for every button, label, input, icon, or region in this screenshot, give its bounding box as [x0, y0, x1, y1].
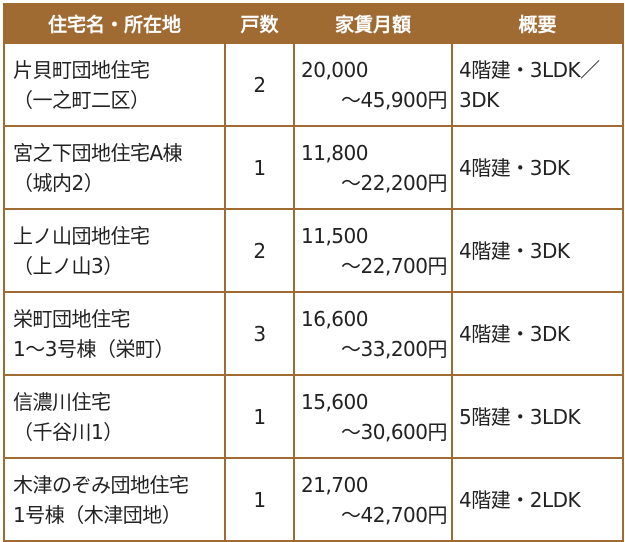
rent-from: 16,600 — [301, 306, 368, 331]
table-row: 栄町団地住宅 1～3号棟（栄町） 3 16,600 ～33,200円 4階建・3… — [3, 291, 624, 376]
rent-to: ～45,900円 — [341, 87, 447, 112]
table-row: 上ノ山団地住宅 （上ノ山3） 2 11,500 ～22,700円 4階建・3DK — [3, 208, 624, 293]
cell-summary: 4階建・3DK — [451, 125, 624, 210]
cell-units: 3 — [224, 291, 295, 376]
housing-location: （上ノ山3） — [13, 253, 123, 278]
cell-summary: 5階建・3LDK — [451, 374, 624, 459]
rent-from: 15,600 — [301, 389, 368, 414]
rent-from: 21,700 — [301, 472, 368, 497]
cell-rent: 21,700 ～42,700円 — [293, 457, 453, 542]
rent-from: 20,000 — [301, 57, 368, 82]
cell-units: 2 — [224, 208, 295, 293]
cell-units: 1 — [224, 457, 295, 542]
rent-to: ～33,200円 — [341, 336, 447, 361]
cell-rent: 11,800 ～22,200円 — [293, 125, 453, 210]
header-units: 戸数 — [224, 3, 295, 44]
header-monthly-rent: 家賃月額 — [293, 3, 453, 44]
rent-to: ～22,700円 — [341, 253, 447, 278]
cell-name-location: 宮之下団地住宅A棟 （城内2） — [3, 125, 226, 210]
cell-summary: 4階建・3DK — [451, 208, 624, 293]
housing-location: 1号棟（木津団地） — [13, 502, 182, 527]
header-name-location: 住宅名・所在地 — [3, 3, 226, 44]
housing-name: 上ノ山団地住宅 — [13, 223, 150, 248]
table-row: 木津のぞみ団地住宅 1号棟（木津団地） 1 21,700 ～42,700円 4階… — [3, 457, 624, 542]
housing-name: 信濃川住宅 — [13, 389, 111, 414]
cell-rent: 16,600 ～33,200円 — [293, 291, 453, 376]
public-housing-table: 住宅名・所在地 戸数 家賃月額 概要 片貝町団地住宅 （一之町二区） 2 20,… — [3, 3, 624, 542]
cell-summary: 4階建・2LDK — [451, 457, 624, 542]
cell-rent: 11,500 ～22,700円 — [293, 208, 453, 293]
cell-name-location: 片貝町団地住宅 （一之町二区） — [3, 42, 226, 127]
cell-name-location: 上ノ山団地住宅 （上ノ山3） — [3, 208, 226, 293]
cell-name-location: 栄町団地住宅 1～3号棟（栄町） — [3, 291, 226, 376]
housing-location: （一之町二区） — [13, 87, 150, 112]
cell-rent: 20,000 ～45,900円 — [293, 42, 453, 127]
rent-from: 11,800 — [301, 140, 368, 165]
rent-to: ～30,600円 — [341, 419, 447, 444]
rent-to: ～42,700円 — [341, 502, 447, 527]
table-row: 信濃川住宅 （千谷川1） 1 15,600 ～30,600円 5階建・3LDK — [3, 374, 624, 459]
rent-from: 11,500 — [301, 223, 368, 248]
cell-units: 1 — [224, 374, 295, 459]
table-header-row: 住宅名・所在地 戸数 家賃月額 概要 — [3, 3, 624, 44]
cell-name-location: 信濃川住宅 （千谷川1） — [3, 374, 226, 459]
housing-location: （千谷川1） — [13, 419, 123, 444]
housing-name: 宮之下団地住宅A棟 — [13, 140, 183, 165]
rent-to: ～22,200円 — [341, 170, 447, 195]
housing-name: 栄町団地住宅 — [13, 306, 131, 331]
cell-summary: 4階建・3DK — [451, 291, 624, 376]
table-row: 宮之下団地住宅A棟 （城内2） 1 11,800 ～22,200円 4階建・3D… — [3, 125, 624, 210]
housing-name: 片貝町団地住宅 — [13, 57, 150, 82]
housing-location: 1～3号棟（栄町） — [13, 336, 174, 361]
header-summary: 概要 — [451, 3, 624, 44]
cell-summary: 4階建・3LDK／3DK — [451, 42, 624, 127]
housing-name: 木津のぞみ団地住宅 — [13, 472, 189, 497]
cell-units: 1 — [224, 125, 295, 210]
table-row: 片貝町団地住宅 （一之町二区） 2 20,000 ～45,900円 4階建・3L… — [3, 42, 624, 127]
cell-rent: 15,600 ～30,600円 — [293, 374, 453, 459]
housing-location: （城内2） — [13, 170, 104, 195]
cell-units: 2 — [224, 42, 295, 127]
cell-name-location: 木津のぞみ団地住宅 1号棟（木津団地） — [3, 457, 226, 542]
